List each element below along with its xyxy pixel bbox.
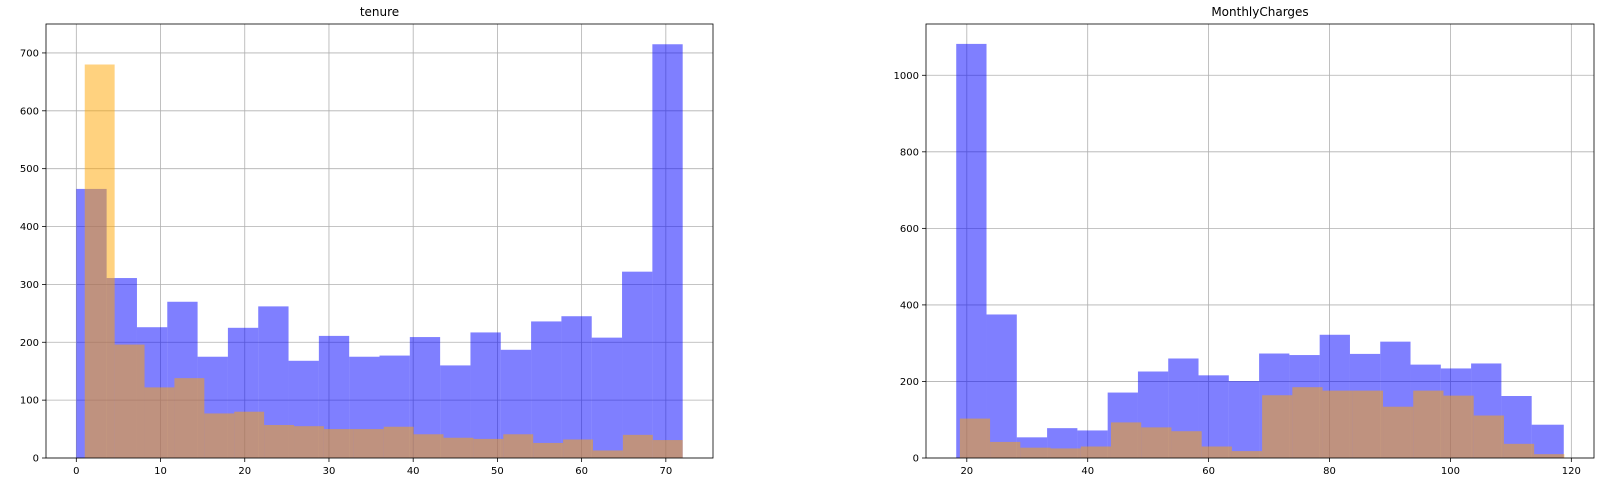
histogram-bar-series-1 (1231, 451, 1263, 458)
x-tick-label: 10 (154, 466, 167, 477)
histogram-bar-series-1 (503, 434, 534, 458)
histogram-bar-series-1 (1352, 390, 1384, 458)
histogram-bar-series-1 (1050, 448, 1081, 458)
x-tick-label: 70 (659, 466, 672, 477)
histogram-bar-series-0 (1228, 381, 1260, 458)
histogram-bar-series-1 (1503, 443, 1535, 458)
histogram-bar-series-1 (1141, 427, 1172, 458)
tenure-histogram: 0 10 20 30 40 50 60 700100200300400500600700ten… (20, 5, 714, 477)
histogram-bar-series-1 (413, 434, 444, 458)
x-tick-label: 0 (73, 466, 79, 477)
x-tick-label: 100 (1441, 466, 1460, 477)
chart-title: MonthlyCharges (1211, 5, 1308, 19)
histogram-bar-series-1 (443, 437, 474, 458)
y-tick-label: 500 (20, 164, 39, 175)
histogram-bar-series-1 (592, 450, 623, 458)
histogram-bar-series-1 (1383, 406, 1414, 458)
histogram-bar-series-1 (323, 429, 354, 458)
y-tick-label: 700 (20, 48, 39, 59)
chart-title: tenure (360, 5, 399, 19)
x-tick-label: 30 (323, 466, 336, 477)
x-tick-label: 40 (407, 466, 420, 477)
histogram-bar-series-1 (174, 378, 205, 458)
x-tick-label: 20 (238, 466, 251, 477)
histogram-bar-series-1 (353, 429, 384, 458)
y-tick-label: 400 (20, 222, 39, 233)
x-tick-label: 120 (1562, 466, 1581, 477)
y-tick-label: 100 (20, 396, 39, 407)
y-tick-label: 400 (900, 300, 919, 311)
x-tick-label: 40 (1081, 466, 1094, 477)
histogram-bar-series-1 (1413, 390, 1444, 458)
histogram-bar-series-1 (1473, 415, 1504, 458)
x-tick-label: 80 (1323, 466, 1336, 477)
histogram-bar-series-1 (473, 438, 504, 458)
histogram-bar-series-1 (1080, 446, 1111, 458)
histogram-bar-series-1 (959, 418, 991, 458)
y-tick-label: 800 (900, 147, 919, 158)
x-tick-label: 20 (960, 466, 973, 477)
histogram-bar-series-1 (622, 434, 653, 458)
histogram-bar-series-1 (533, 442, 564, 458)
histogram-bar-series-0 (1198, 375, 1229, 458)
histogram-bar-series-0 (652, 44, 683, 459)
histogram-bar-series-1 (1020, 447, 1051, 458)
histogram-bar-series-1 (84, 64, 115, 459)
histogram-bar-series-1 (234, 411, 265, 458)
histogram-bar-series-1 (1534, 454, 1565, 458)
monthlycharges-histogram: 20 40 60 80 100 120 0 200 400 600 800 1000 MonthlyCh… (894, 5, 1595, 477)
histogram-bar-series-1 (1322, 390, 1353, 458)
histogram-bar-series-0 (956, 43, 987, 458)
y-tick-label: 1000 (894, 71, 919, 82)
histogram-bar-series-0 (1531, 424, 1564, 458)
histogram-bar-series-1 (144, 387, 175, 458)
histogram-bar-series-1 (204, 413, 235, 458)
y-tick-label: 0 (33, 454, 39, 465)
histogram-bar-series-1 (1201, 446, 1232, 458)
y-tick-label: 200 (900, 377, 919, 388)
histogram-bar-series-0 (622, 271, 653, 458)
y-tick-label: 200 (20, 338, 39, 349)
histogram-bar-series-1 (383, 426, 414, 458)
histogram-bar-series-0 (470, 332, 501, 458)
histogram-bar-series-0 (591, 337, 623, 458)
histogram-bar-series-1 (563, 439, 593, 458)
histogram-bar-series-1 (1110, 422, 1142, 458)
axes-frame (45, 23, 714, 459)
x-tick-label: 60 (1202, 466, 1215, 477)
histogram-bar-series-1 (1262, 395, 1293, 458)
y-tick-label: 300 (20, 280, 39, 291)
y-tick-label: 600 (900, 224, 919, 235)
y-tick-label: 0 (913, 454, 919, 465)
x-tick-label: 50 (491, 466, 504, 477)
histogram-bar-series-1 (990, 441, 1021, 458)
histogram-bar-series-0 (986, 314, 1017, 458)
y-tick-label: 600 (20, 106, 39, 117)
axes-frame (925, 23, 1595, 459)
histogram-bar-series-1 (652, 440, 683, 458)
histogram-bar-series-1 (1443, 395, 1474, 458)
histogram-bar-series-1 (1292, 387, 1323, 458)
histogram-bar-series-1 (1171, 431, 1202, 458)
histogram-bar-series-0 (531, 321, 562, 458)
x-tick-label: 60 (575, 466, 588, 477)
histogram-bar-series-1 (294, 426, 324, 458)
histogram-bar-series-1 (114, 344, 145, 458)
histogram-bar-series-0 (561, 316, 592, 458)
histogram-bar-series-1 (264, 425, 295, 458)
